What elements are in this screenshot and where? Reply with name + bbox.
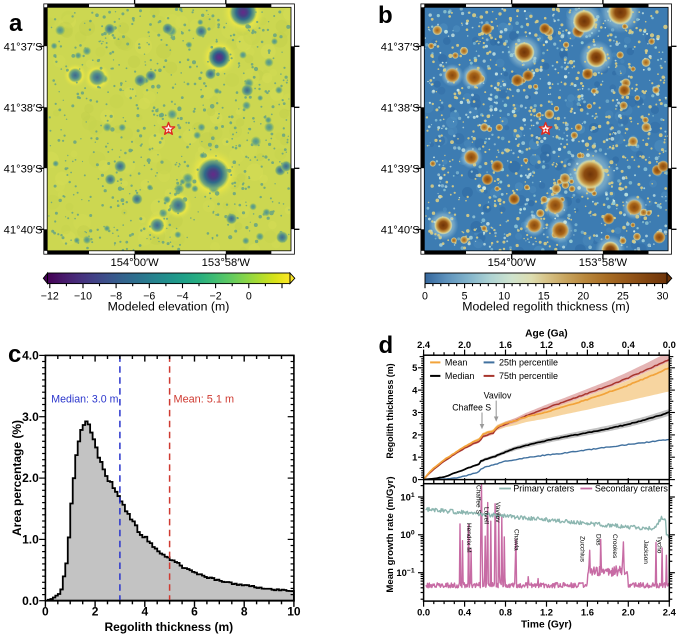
svg-text:41°38′S: 41°38′S [4,102,43,114]
svg-text:0.4: 0.4 [622,339,636,350]
svg-text:Mean: Mean [445,358,468,368]
svg-text:0.0: 0.0 [663,339,676,350]
svg-text:2.4: 2.4 [663,606,677,617]
svg-text:Tycho: Tycho [656,536,663,554]
svg-text:10−1: 10−1 [396,567,414,578]
svg-text:10: 10 [287,605,301,619]
svg-text:41°40′S: 41°40′S [381,224,420,236]
svg-text:41°38′S: 41°38′S [381,102,420,114]
svg-text:Regolith thickness (m): Regolith thickness (m) [104,620,233,634]
svg-text:−12: −12 [41,290,59,302]
svg-text:101: 101 [400,491,414,502]
svg-text:Modeled regolith thickness (m): Modeled regolith thickness (m) [462,300,629,314]
svg-text:1.0: 1.0 [22,533,39,547]
svg-text:2.0: 2.0 [22,471,39,485]
svg-text:Secondary craters: Secondary craters [595,484,669,494]
svg-text:0: 0 [422,290,428,302]
svg-text:5: 5 [462,290,468,302]
svg-text:0: 0 [412,474,417,485]
svg-text:25: 25 [617,290,629,302]
svg-text:41°37′S: 41°37′S [381,41,420,53]
svg-text:Chawla: Chawla [513,529,520,551]
svg-text:4: 4 [141,605,148,619]
svg-text:153°58′W: 153°58′W [579,257,628,269]
svg-text:1: 1 [412,452,417,463]
svg-text:0.4: 0.4 [458,606,472,617]
svg-text:Mean growth rate (m/Gyr): Mean growth rate (m/Gyr) [385,476,396,592]
svg-text:2: 2 [92,605,99,619]
svg-text:100: 100 [400,529,414,540]
svg-text:1.2: 1.2 [540,606,553,617]
svg-text:0: 0 [246,290,252,302]
svg-text:3.0: 3.0 [22,410,39,424]
svg-text:a: a [9,10,23,37]
svg-text:Area percentage (%): Area percentage (%) [10,420,24,536]
svg-text:Regolith thickness (m): Regolith thickness (m) [385,363,395,458]
svg-text:25th percentile: 25th percentile [499,358,558,368]
svg-text:41°37′S: 41°37′S [4,41,43,53]
svg-text:−2: −2 [210,290,222,302]
svg-text:Primary craters: Primary craters [513,484,575,494]
svg-text:41°39′S: 41°39′S [381,163,420,175]
svg-text:1.6: 1.6 [499,339,512,350]
svg-text:0.0: 0.0 [22,594,39,608]
svg-text:Zucchius: Zucchius [579,536,586,563]
svg-text:−8: −8 [110,290,122,302]
svg-text:Hendrix M: Hendrix M [465,523,472,553]
svg-text:153°58′W: 153°58′W [202,257,251,269]
svg-text:Crookes: Crookes [611,534,618,559]
svg-text:1.6: 1.6 [581,606,594,617]
svg-text:Modeled elevation (m): Modeled elevation (m) [108,300,230,314]
svg-text:15: 15 [538,290,550,302]
svg-text:Median: 3.0 m: Median: 3.0 m [51,394,118,406]
svg-text:41°40′S: 41°40′S [4,224,43,236]
svg-text:75th percentile: 75th percentile [499,371,558,381]
svg-text:Das: Das [595,534,602,546]
svg-text:b: b [378,2,393,29]
svg-text:4: 4 [412,385,418,396]
svg-text:4.0: 4.0 [22,349,39,363]
svg-text:Median: Median [445,371,475,381]
svg-text:2.0: 2.0 [458,339,471,350]
svg-text:0.8: 0.8 [581,339,594,350]
svg-text:0: 0 [42,605,49,619]
svg-text:Age (Ga): Age (Ga) [525,329,567,340]
svg-text:−4: −4 [176,290,188,302]
svg-text:154°00′W: 154°00′W [110,257,159,269]
svg-text:2.0: 2.0 [622,606,635,617]
svg-text:Mean: 5.1 m: Mean: 5.1 m [174,394,235,406]
svg-text:2.4: 2.4 [417,339,431,350]
svg-text:5: 5 [412,362,417,373]
svg-text:6: 6 [191,605,198,619]
svg-text:Chaffee S: Chaffee S [452,403,491,413]
svg-text:20: 20 [577,290,589,302]
svg-text:0.8: 0.8 [499,606,512,617]
svg-text:Lovell: Lovell [483,507,490,525]
svg-text:−6: −6 [143,290,155,302]
svg-text:1.2: 1.2 [540,339,553,350]
svg-text:154°00′W: 154°00′W [488,257,537,269]
svg-text:2: 2 [412,429,417,440]
svg-text:Chaffee S: Chaffee S [475,485,482,514]
svg-text:30: 30 [657,290,669,302]
svg-text:10: 10 [498,290,510,302]
svg-text:d: d [379,332,394,359]
svg-text:Vavilov: Vavilov [484,391,512,401]
svg-text:8: 8 [241,605,248,619]
svg-text:−10: −10 [74,290,92,302]
svg-text:c: c [8,341,21,368]
svg-text:0.0: 0.0 [417,606,430,617]
svg-text:41°39′S: 41°39′S [4,163,43,175]
svg-text:Vavilov: Vavilov [494,502,501,523]
svg-text:Time (Gyr): Time (Gyr) [521,620,572,631]
svg-text:Jackson: Jackson [642,540,649,564]
svg-text:3: 3 [412,407,417,418]
